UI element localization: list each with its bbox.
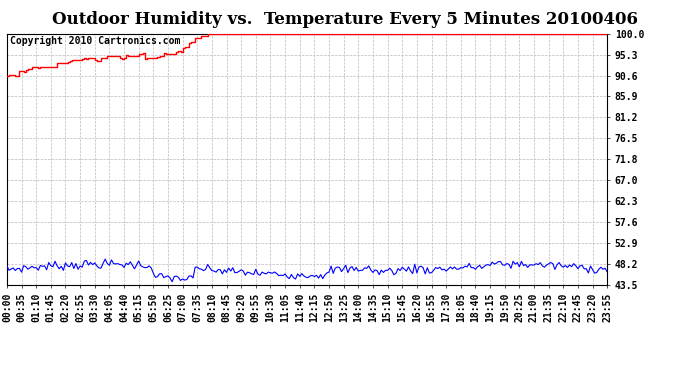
Text: Copyright 2010 Cartronics.com: Copyright 2010 Cartronics.com	[10, 36, 180, 46]
Text: Outdoor Humidity vs.  Temperature Every 5 Minutes 20100406: Outdoor Humidity vs. Temperature Every 5…	[52, 11, 638, 28]
